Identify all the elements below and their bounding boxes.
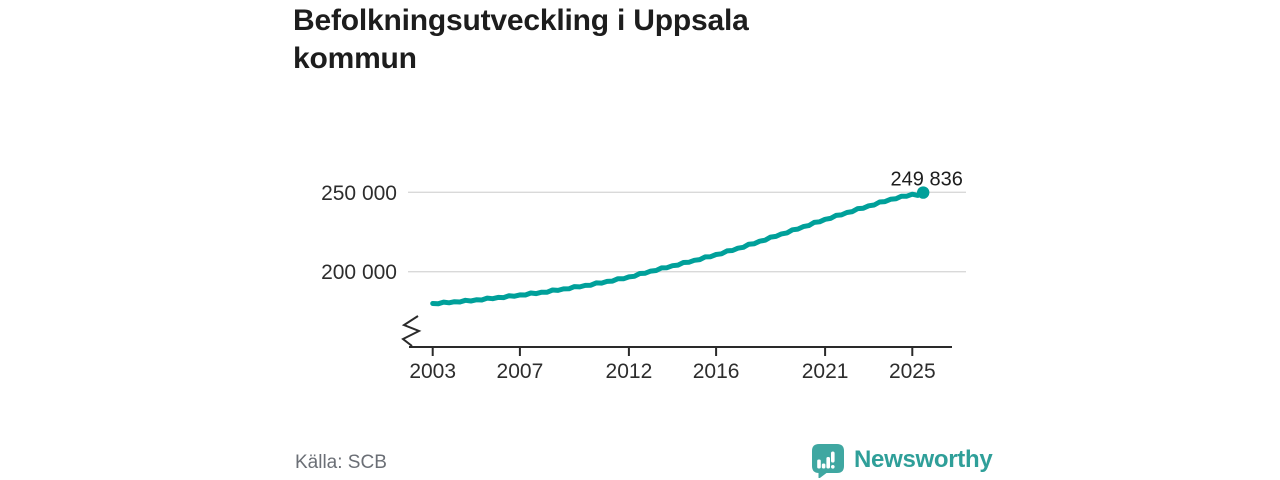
newsworthy-logo[interactable]: Newsworthy [810, 442, 993, 478]
population-line [430, 190, 926, 307]
source-note: Källa: SCB [295, 452, 387, 473]
y-tick-label: 200 000 [321, 261, 397, 284]
newsworthy-wordmark: Newsworthy [854, 446, 993, 473]
x-tick-label: 2003 [409, 360, 456, 383]
x-tick-label: 2007 [497, 360, 544, 383]
x-tick-label: 2025 [889, 360, 936, 383]
exclamation-dot [831, 465, 835, 469]
exclamation-bar [831, 451, 835, 463]
axis-break-mark [401, 315, 422, 347]
newsworthy-icon [812, 444, 844, 478]
bar-chart-bar-1 [817, 459, 821, 469]
chart-title: Befolkningsutveckling i Uppsala kommun [293, 4, 749, 75]
end-point-marker [917, 186, 930, 199]
end-value-label: 249 836 [891, 169, 963, 191]
x-tick-label: 2021 [802, 360, 849, 383]
x-tick-label: 2016 [693, 360, 740, 383]
bar-chart-bar-3 [826, 457, 830, 469]
speech-bubble-tail [818, 470, 827, 478]
bar-chart-bar-2 [821, 463, 826, 469]
x-tick-label: 2012 [606, 360, 653, 383]
y-tick-label: 250 000 [321, 182, 397, 205]
